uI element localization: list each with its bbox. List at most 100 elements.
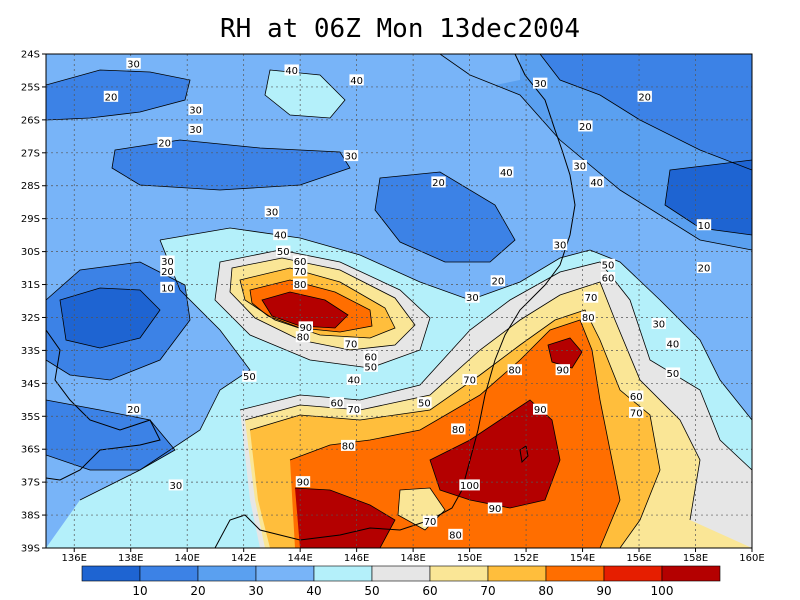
map-title: RH at 06Z Mon 13dec2004 xyxy=(219,14,581,44)
latitude-ticks: 24S 25S 26S 27S 28S 29S 30S 31S 32S 33S 34S 35S 36S 3… xyxy=(21,50,46,555)
contour-label: 20 xyxy=(638,92,651,103)
contour-label-box xyxy=(363,350,378,362)
contour-label-box xyxy=(651,318,667,330)
contour-label-box xyxy=(242,370,257,382)
rh-field xyxy=(46,54,752,548)
lon-tick-label: 154E xyxy=(570,553,595,564)
lon-tick-label: 146E xyxy=(344,553,369,564)
contour-label: 90 xyxy=(297,478,310,489)
contour-label: 50 xyxy=(243,372,256,383)
colorbar-swatch xyxy=(255,565,315,582)
contour-label: 40 xyxy=(274,231,287,242)
contour-label: 90 xyxy=(299,323,312,334)
contour-label-box xyxy=(160,265,175,277)
rh-band-10-20 xyxy=(540,54,752,170)
colorbar-swatch xyxy=(139,565,199,582)
contour-label: 50 xyxy=(418,399,431,410)
contour-label: 50 xyxy=(667,369,680,380)
coastline xyxy=(214,54,576,548)
lat-tick-label: 27S xyxy=(21,148,40,159)
lat-tick-label: 36S xyxy=(21,445,40,456)
contour-label: 60 xyxy=(364,352,377,363)
contour-label-box xyxy=(578,120,593,132)
contour-label: 10 xyxy=(161,283,174,294)
contour-label: 90 xyxy=(556,366,569,377)
contour-label-box xyxy=(292,255,308,267)
lon-tick-label: 150E xyxy=(457,553,482,564)
colorbar-label: 80 xyxy=(538,584,553,598)
lat-tick-label: 26S xyxy=(21,115,40,126)
lat-tick-label: 38S xyxy=(21,511,40,522)
colorbar-label: 60 xyxy=(422,584,437,598)
contour-label: 80 xyxy=(297,333,310,344)
contour-label: 30 xyxy=(534,79,547,90)
contour-label-box xyxy=(160,281,175,293)
contour-label-box xyxy=(273,229,288,241)
contour-label: 20 xyxy=(158,138,171,149)
lon-tick-label: 136E xyxy=(62,553,87,564)
contour-label-box xyxy=(465,291,480,303)
lat-tick-label: 35S xyxy=(21,412,40,423)
contour-label: 70 xyxy=(347,405,360,416)
coastline xyxy=(46,329,161,481)
colorbar-label: 30 xyxy=(248,584,263,598)
lon-tick-label: 156E xyxy=(626,553,651,564)
colorbar-label: 70 xyxy=(480,584,495,598)
contour-label-box xyxy=(431,176,446,188)
lat-tick-label: 25S xyxy=(21,82,40,93)
contour-label-box xyxy=(292,265,308,277)
contour-label-box xyxy=(343,150,359,162)
rh-band-0-10 xyxy=(665,160,752,235)
contour-label-box xyxy=(499,166,514,178)
contour-label-box xyxy=(349,74,364,86)
coastline xyxy=(519,445,529,464)
lon-tick-label: 160E xyxy=(739,553,764,564)
contour-label: 70 xyxy=(345,339,358,350)
contour-label: 30 xyxy=(127,59,140,70)
contour-label-box xyxy=(276,245,291,257)
contour-label: 10 xyxy=(698,221,711,232)
contour-label: 40 xyxy=(590,178,603,189)
lat-tick-label: 37S xyxy=(21,478,40,489)
lon-tick-label: 138E xyxy=(118,553,143,564)
contour-label-box xyxy=(343,337,359,349)
contour-label-box xyxy=(507,364,522,376)
colorbar-swatch xyxy=(81,565,141,582)
contour-label-box xyxy=(168,479,184,491)
contour-label-box xyxy=(346,374,362,386)
rh-band-10-20 xyxy=(375,172,515,262)
contour-label: 30 xyxy=(189,125,202,136)
rh-band-0-10 xyxy=(60,288,160,348)
contour-label-box xyxy=(451,423,466,435)
contour-label-box xyxy=(295,476,311,488)
colorbar-swatch xyxy=(661,565,721,582)
contour-label: 60 xyxy=(331,399,344,410)
contour-label: 20 xyxy=(127,405,140,416)
contour-label: 60 xyxy=(602,273,615,284)
contour-label: 70 xyxy=(424,517,437,528)
contour-label-box xyxy=(600,271,616,283)
plot-frame xyxy=(45,53,753,549)
contour-label-box xyxy=(292,278,308,290)
colorbar-swatch xyxy=(429,565,489,582)
contour-label-box xyxy=(295,331,311,343)
contour-label: 80 xyxy=(449,530,462,541)
contour-label-box xyxy=(581,311,596,323)
colorbar-label: 100 xyxy=(651,584,674,598)
contour-label: 20 xyxy=(579,122,592,133)
contour-label-box xyxy=(589,176,604,188)
lat-tick-label: 24S xyxy=(21,50,40,61)
contour-label-box xyxy=(329,397,345,409)
contour-label-box xyxy=(264,206,280,218)
lon-tick-label: 148E xyxy=(400,553,425,564)
contour-label-box xyxy=(284,64,299,76)
contour-label: 20 xyxy=(105,92,118,103)
contour-label-box xyxy=(665,367,681,379)
colorbar-swatch xyxy=(371,565,431,582)
contour-label: 70 xyxy=(463,376,476,387)
contour-label-box xyxy=(363,360,378,372)
contour-label-box xyxy=(422,515,438,527)
contour-label: 70 xyxy=(585,293,598,304)
contour-label: 30 xyxy=(652,320,665,331)
